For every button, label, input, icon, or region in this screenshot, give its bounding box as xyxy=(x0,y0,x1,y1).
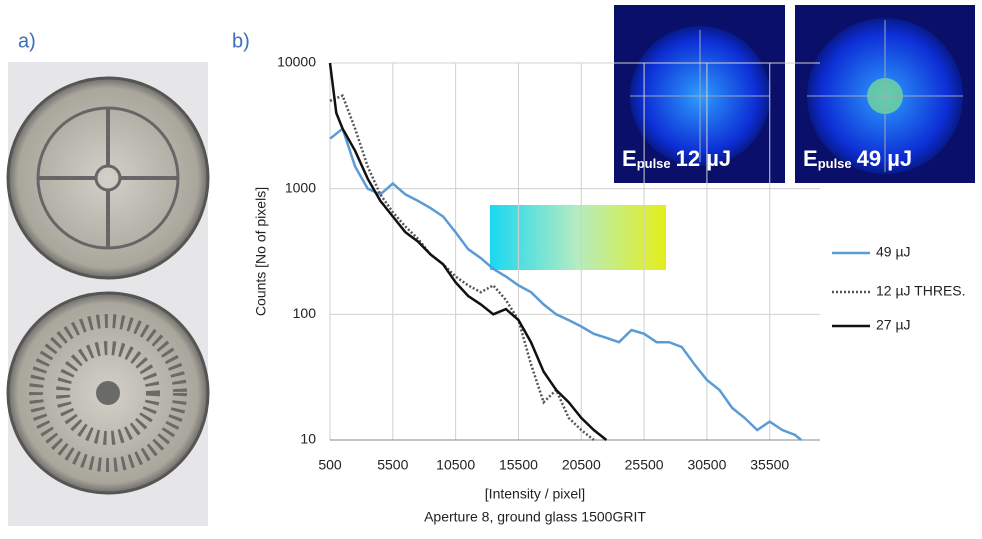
x-tick-label: 15500 xyxy=(499,457,538,473)
photo xyxy=(6,62,210,526)
panel-label: a) xyxy=(18,30,36,52)
legend-label: 49 µJ xyxy=(876,244,911,260)
x-tick-label: 30500 xyxy=(687,457,726,473)
y-tick-label: 100 xyxy=(293,305,317,321)
color-scale xyxy=(490,205,666,270)
subtitle: Aperture 8, ground glass 1500GRIT xyxy=(424,509,646,525)
series-line xyxy=(328,62,608,441)
x-tick-label: 500 xyxy=(318,457,342,473)
inset-symbol: E xyxy=(803,146,818,171)
y-tick-label: 1000 xyxy=(285,179,316,195)
x-tick-label: 20500 xyxy=(562,457,601,473)
legend-label: 12 µJ THRES. xyxy=(876,283,966,299)
inset-label: Epulse 12 µJ xyxy=(622,146,731,172)
y-axis-label: Counts [No of pixels] xyxy=(253,187,269,316)
x-tick-label: 5500 xyxy=(377,457,408,473)
inset-symbol: E xyxy=(622,146,637,171)
series-line xyxy=(329,93,595,441)
inset xyxy=(614,5,975,183)
y-tick-label: 10000 xyxy=(277,54,316,70)
inset-value: 12 µJ xyxy=(676,146,732,171)
inset-subscript: pulse xyxy=(818,156,852,171)
series-line xyxy=(329,126,802,441)
x-tick-label: 35500 xyxy=(750,457,789,473)
legend-label: 27 µJ xyxy=(876,317,911,333)
x-axis-label: [Intensity / pixel] xyxy=(485,486,585,502)
x-tick-label: 10500 xyxy=(436,457,475,473)
inset-subscript: pulse xyxy=(637,156,671,171)
x-tick-label: 25500 xyxy=(625,457,664,473)
inset-value: 49 µJ xyxy=(857,146,913,171)
inset-label: Epulse 49 µJ xyxy=(803,146,912,172)
y-tick-label: 10 xyxy=(300,431,316,447)
panel-label: b) xyxy=(232,30,250,52)
